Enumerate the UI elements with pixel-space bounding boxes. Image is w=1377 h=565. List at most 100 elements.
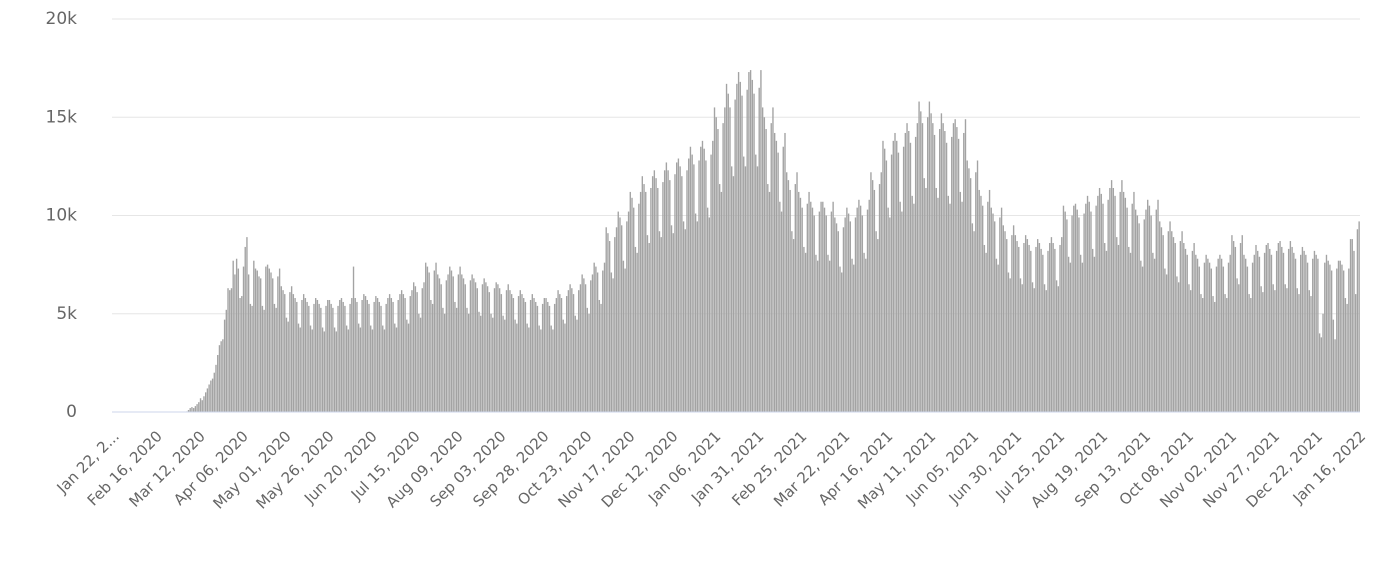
x-tick-label: Feb 25, 2021 [728,427,810,509]
bar [363,294,364,412]
bar [557,290,558,412]
bar [604,263,605,412]
bar [1223,267,1224,412]
bar [375,296,376,412]
bar [1231,235,1232,412]
bar [857,208,858,412]
bar [1023,243,1024,412]
bar [508,284,509,412]
bar [867,210,868,412]
bar [874,190,875,412]
bar [661,237,662,412]
bar [379,302,380,412]
bar [980,196,981,412]
bar [451,271,452,412]
bar [669,180,670,412]
bar [1111,180,1112,412]
bar [635,247,636,412]
bar [224,320,225,412]
bar [497,284,498,412]
bar [262,306,263,412]
bar [690,147,691,412]
bar [1162,235,1163,412]
bar [368,304,369,412]
bar [1080,255,1081,412]
bar [499,288,500,412]
bar [1212,296,1213,412]
bar [1114,196,1115,412]
y-tick-label: 20k [46,9,78,29]
bar [193,408,194,412]
bar [894,133,895,412]
bar [212,379,213,412]
bar [241,296,242,412]
bar [1302,247,1303,412]
bar [760,70,761,412]
bar [425,263,426,412]
bar [893,141,894,412]
bar [636,253,637,412]
bar [1065,212,1066,412]
bar [253,261,254,412]
bar [1195,255,1196,412]
bar [265,267,266,412]
bar [454,302,455,412]
bar [807,204,808,412]
bar [1254,255,1255,412]
bar [196,404,197,412]
bar [525,302,526,412]
bar [593,263,594,412]
bar [791,231,792,412]
bar [1333,320,1334,412]
bar [1341,265,1342,412]
bar [691,155,692,412]
bar [786,172,787,412]
bar [600,304,601,412]
bar [881,172,882,412]
bar [1123,192,1124,412]
bar [263,310,264,412]
bar [1350,239,1351,412]
bar [516,324,517,412]
bar [1089,202,1090,412]
bar [408,324,409,412]
bar [281,286,282,412]
bar [827,255,828,412]
bar [956,127,957,412]
bar [865,259,866,412]
bar [757,166,758,412]
bar [538,326,539,412]
bar [296,302,297,412]
bar [1307,263,1308,412]
bar [1321,337,1322,412]
bar [351,298,352,412]
bar [1138,223,1139,412]
bar [671,225,672,412]
bar [540,329,541,412]
bar [1097,196,1098,412]
bar [934,135,935,412]
bar [815,255,816,412]
bar [545,298,546,412]
bar [1295,259,1296,412]
bar [882,141,883,412]
bar [650,188,651,412]
bar [649,243,650,412]
bar [298,324,299,412]
bar [482,284,483,412]
bar [1260,286,1261,412]
bar [695,214,696,412]
bar [492,318,493,412]
bar [284,294,285,412]
bar [1137,216,1138,413]
bar [303,294,304,412]
bar [1328,261,1329,412]
bar [944,131,945,412]
bar [906,123,907,412]
bar [1059,245,1060,412]
bar [520,290,521,412]
bar [1073,206,1074,412]
bar [1228,263,1229,412]
bar [346,326,347,412]
bar [781,212,782,412]
